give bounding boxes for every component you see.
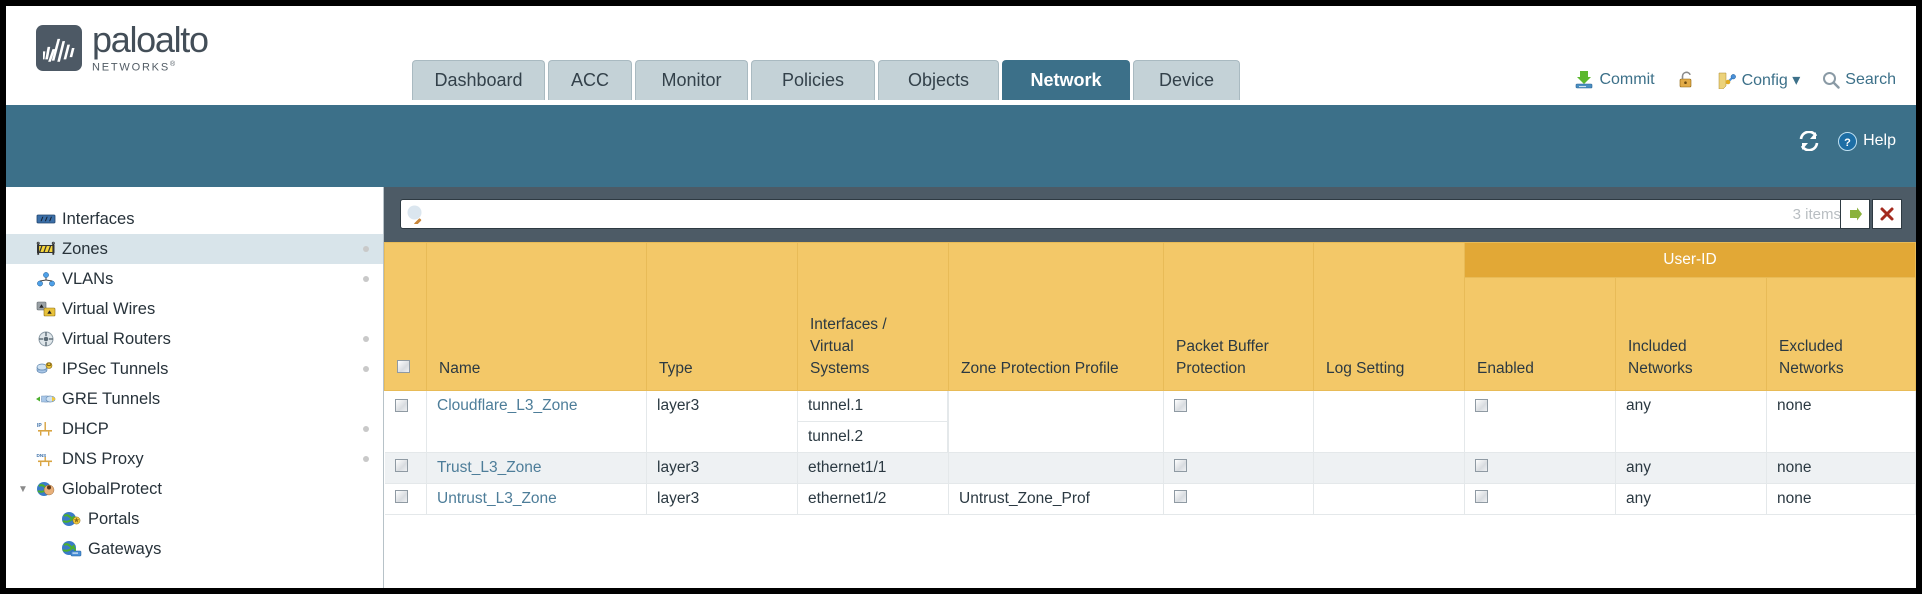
svg-text:IP: IP	[37, 423, 42, 429]
svg-text:?: ?	[1844, 137, 1851, 149]
